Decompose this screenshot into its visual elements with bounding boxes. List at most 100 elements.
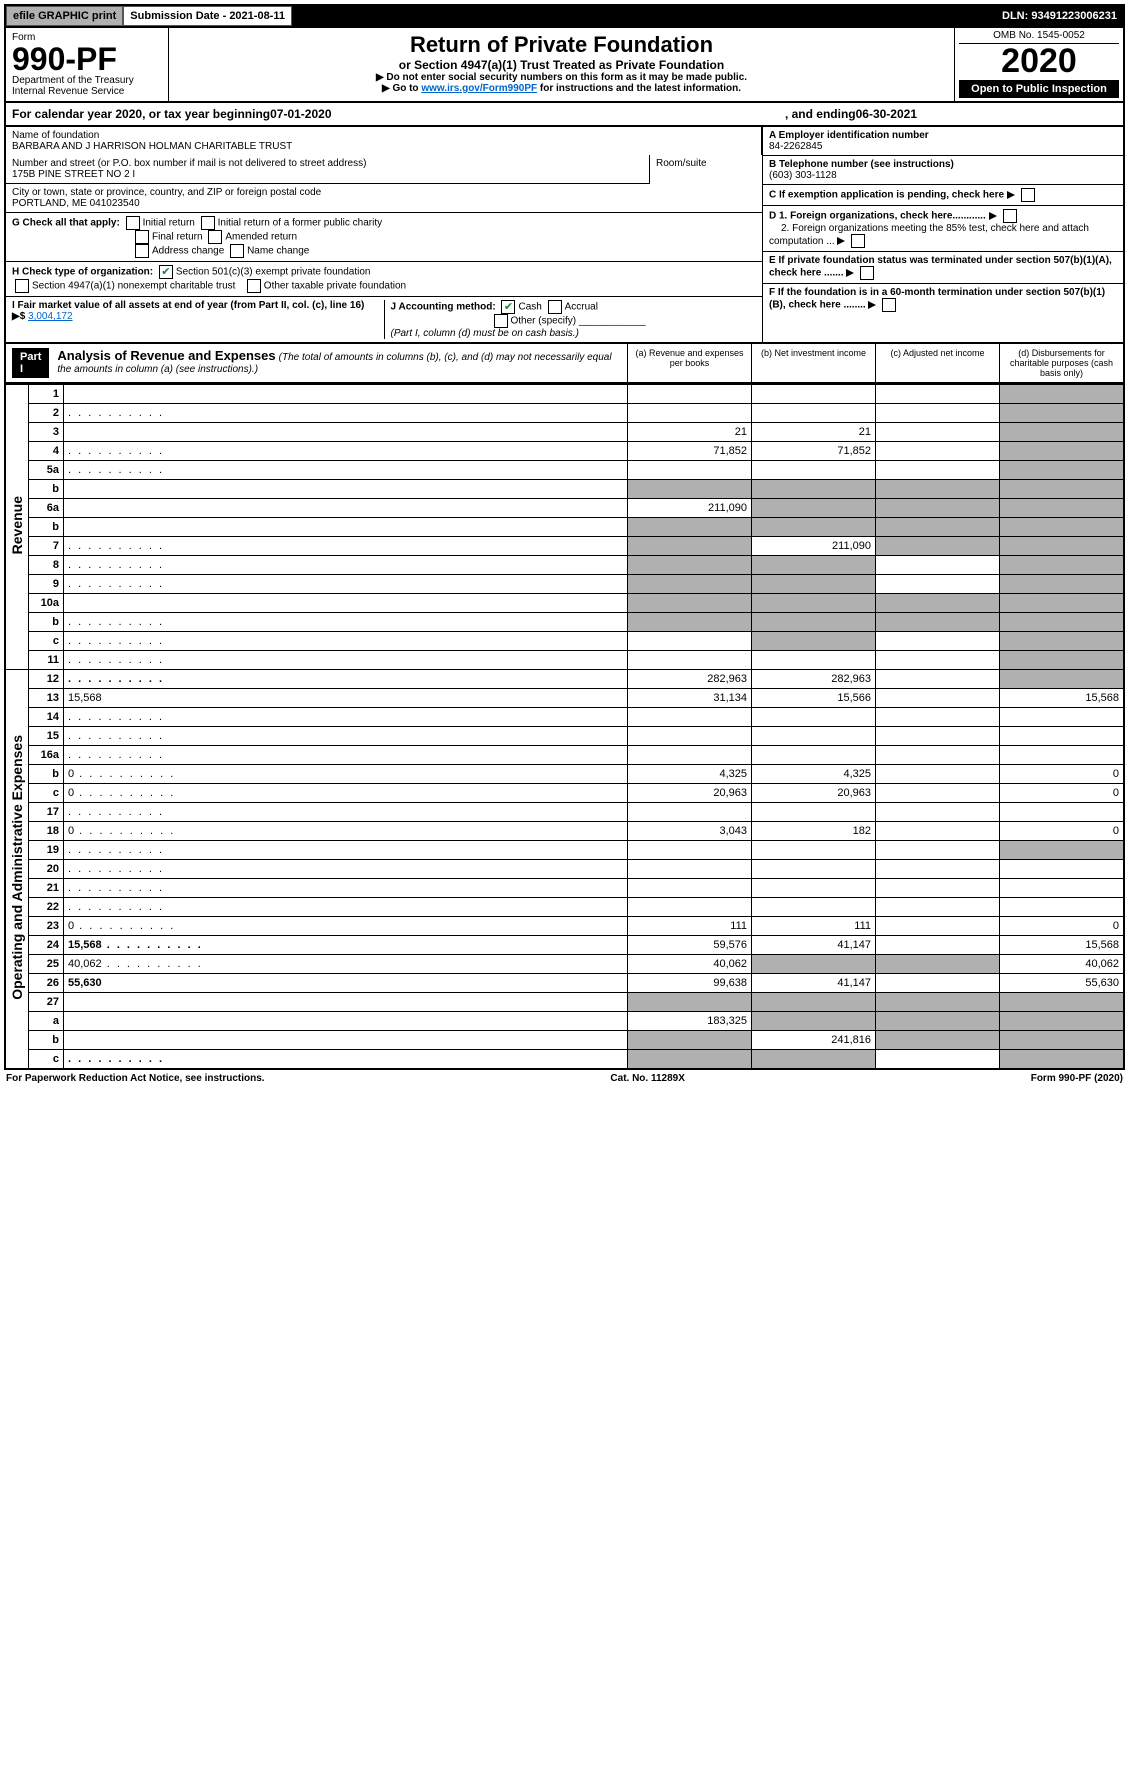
checkbox-other-taxable[interactable] <box>247 279 261 293</box>
checkbox-name-change[interactable] <box>230 244 244 258</box>
line-number: b <box>29 1031 64 1050</box>
amount-cell-a <box>628 556 752 575</box>
foundation-name: BARBARA AND J HARRISON HOLMAN CHARITABLE… <box>12 141 755 152</box>
checkbox-60-month[interactable] <box>882 298 896 312</box>
amount-cell-d: 40,062 <box>1000 955 1125 974</box>
line-description <box>64 879 628 898</box>
amount-cell-b <box>752 480 876 499</box>
amount-cell-b: 111 <box>752 917 876 936</box>
line-description <box>64 423 628 442</box>
calendar-year-row: For calendar year 2020, or tax year begi… <box>4 103 1125 127</box>
amount-cell-c <box>876 537 1000 556</box>
part1-table: Revenue1232121471,85271,8525ab6a211,090b… <box>4 384 1125 1070</box>
amount-cell-c <box>876 461 1000 480</box>
amount-cell-c <box>876 993 1000 1012</box>
amount-cell-a <box>628 860 752 879</box>
line-number: 13 <box>29 689 64 708</box>
amount-cell-c <box>876 385 1000 404</box>
room-label: Room/suite <box>656 158 756 169</box>
line-number: 27 <box>29 993 64 1012</box>
table-row: 27 <box>5 993 1124 1012</box>
amount-cell-b: 20,963 <box>752 784 876 803</box>
line-number: 16a <box>29 746 64 765</box>
amount-cell-a <box>628 708 752 727</box>
amount-cell-c <box>876 936 1000 955</box>
amount-cell-d: 15,568 <box>1000 936 1125 955</box>
amount-cell-a <box>628 1031 752 1050</box>
checkbox-address-change[interactable] <box>135 244 149 258</box>
part1-header: Part I Analysis of Revenue and Expenses … <box>4 344 1125 384</box>
checkbox-initial-return-former[interactable] <box>201 216 215 230</box>
line-description <box>64 746 628 765</box>
amount-cell-c <box>876 480 1000 499</box>
checkbox-cash[interactable] <box>501 300 515 314</box>
checkbox-4947a1[interactable] <box>15 279 29 293</box>
line-description <box>64 537 628 556</box>
top-bar: efile GRAPHIC print Submission Date - 20… <box>4 4 1125 28</box>
amount-cell-d: 0 <box>1000 917 1125 936</box>
dln-label: DLN: 93491223006231 <box>996 7 1123 25</box>
table-row: 1803,0431820 <box>5 822 1124 841</box>
line-description <box>64 1031 628 1050</box>
checkbox-initial-return[interactable] <box>126 216 140 230</box>
amount-cell-c <box>876 556 1000 575</box>
fmv-link[interactable]: 3,004,172 <box>28 311 73 322</box>
amount-cell-b <box>752 518 876 537</box>
line-description <box>64 841 628 860</box>
amount-cell-d <box>1000 898 1125 917</box>
line-number: 9 <box>29 575 64 594</box>
amount-cell-a: 59,576 <box>628 936 752 955</box>
checkbox-foreign-org[interactable] <box>1003 209 1017 223</box>
section-f: F If the foundation is in a 60-month ter… <box>763 284 1123 315</box>
section-h: H Check type of organization: Section 50… <box>6 262 762 297</box>
amount-cell-b <box>752 708 876 727</box>
table-row: c <box>5 632 1124 651</box>
checkbox-foreign-85[interactable] <box>851 234 865 248</box>
checkbox-status-terminated[interactable] <box>860 266 874 280</box>
line-description: 0 <box>64 765 628 784</box>
table-row: 1315,56831,13415,56615,568 <box>5 689 1124 708</box>
amount-cell-d <box>1000 841 1125 860</box>
amount-cell-c <box>876 518 1000 537</box>
line-description: 0 <box>64 917 628 936</box>
checkbox-other-method[interactable] <box>494 314 508 328</box>
table-row: 5a <box>5 461 1124 480</box>
line-number: 2 <box>29 404 64 423</box>
checkbox-exemption-pending[interactable] <box>1021 188 1035 202</box>
amount-cell-d <box>1000 594 1125 613</box>
table-row: 2415,56859,57641,14715,568 <box>5 936 1124 955</box>
col-c-header: (c) Adjusted net income <box>875 344 999 382</box>
table-row: Operating and Administrative Expenses122… <box>5 670 1124 689</box>
amount-cell-a <box>628 1050 752 1070</box>
checkbox-final-return[interactable] <box>135 230 149 244</box>
line-description <box>64 670 628 689</box>
tax-year: 2020 <box>959 44 1119 78</box>
amount-cell-b <box>752 594 876 613</box>
line-description <box>64 708 628 727</box>
amount-cell-c <box>876 727 1000 746</box>
form-url-link[interactable]: www.irs.gov/Form990PF <box>421 83 537 94</box>
amount-cell-d <box>1000 1050 1125 1070</box>
table-row: a183,325 <box>5 1012 1124 1031</box>
amount-cell-a <box>628 385 752 404</box>
amount-cell-d <box>1000 746 1125 765</box>
amount-cell-b <box>752 556 876 575</box>
checkbox-501c3[interactable] <box>159 265 173 279</box>
checkbox-accrual[interactable] <box>548 300 562 314</box>
amount-cell-d <box>1000 575 1125 594</box>
line-description <box>64 632 628 651</box>
line-number: 24 <box>29 936 64 955</box>
amount-cell-b <box>752 879 876 898</box>
checkbox-amended-return[interactable] <box>208 230 222 244</box>
line-description <box>64 860 628 879</box>
line-description <box>64 442 628 461</box>
amount-cell-a: 4,325 <box>628 765 752 784</box>
form-number: 990-PF <box>12 43 162 75</box>
amount-cell-d <box>1000 1031 1125 1050</box>
table-row: 9 <box>5 575 1124 594</box>
amount-cell-a <box>628 803 752 822</box>
phone-label: B Telephone number (see instructions) <box>769 159 1117 170</box>
amount-cell-a <box>628 575 752 594</box>
efile-print-button[interactable]: efile GRAPHIC print <box>6 6 123 26</box>
amount-cell-a <box>628 594 752 613</box>
